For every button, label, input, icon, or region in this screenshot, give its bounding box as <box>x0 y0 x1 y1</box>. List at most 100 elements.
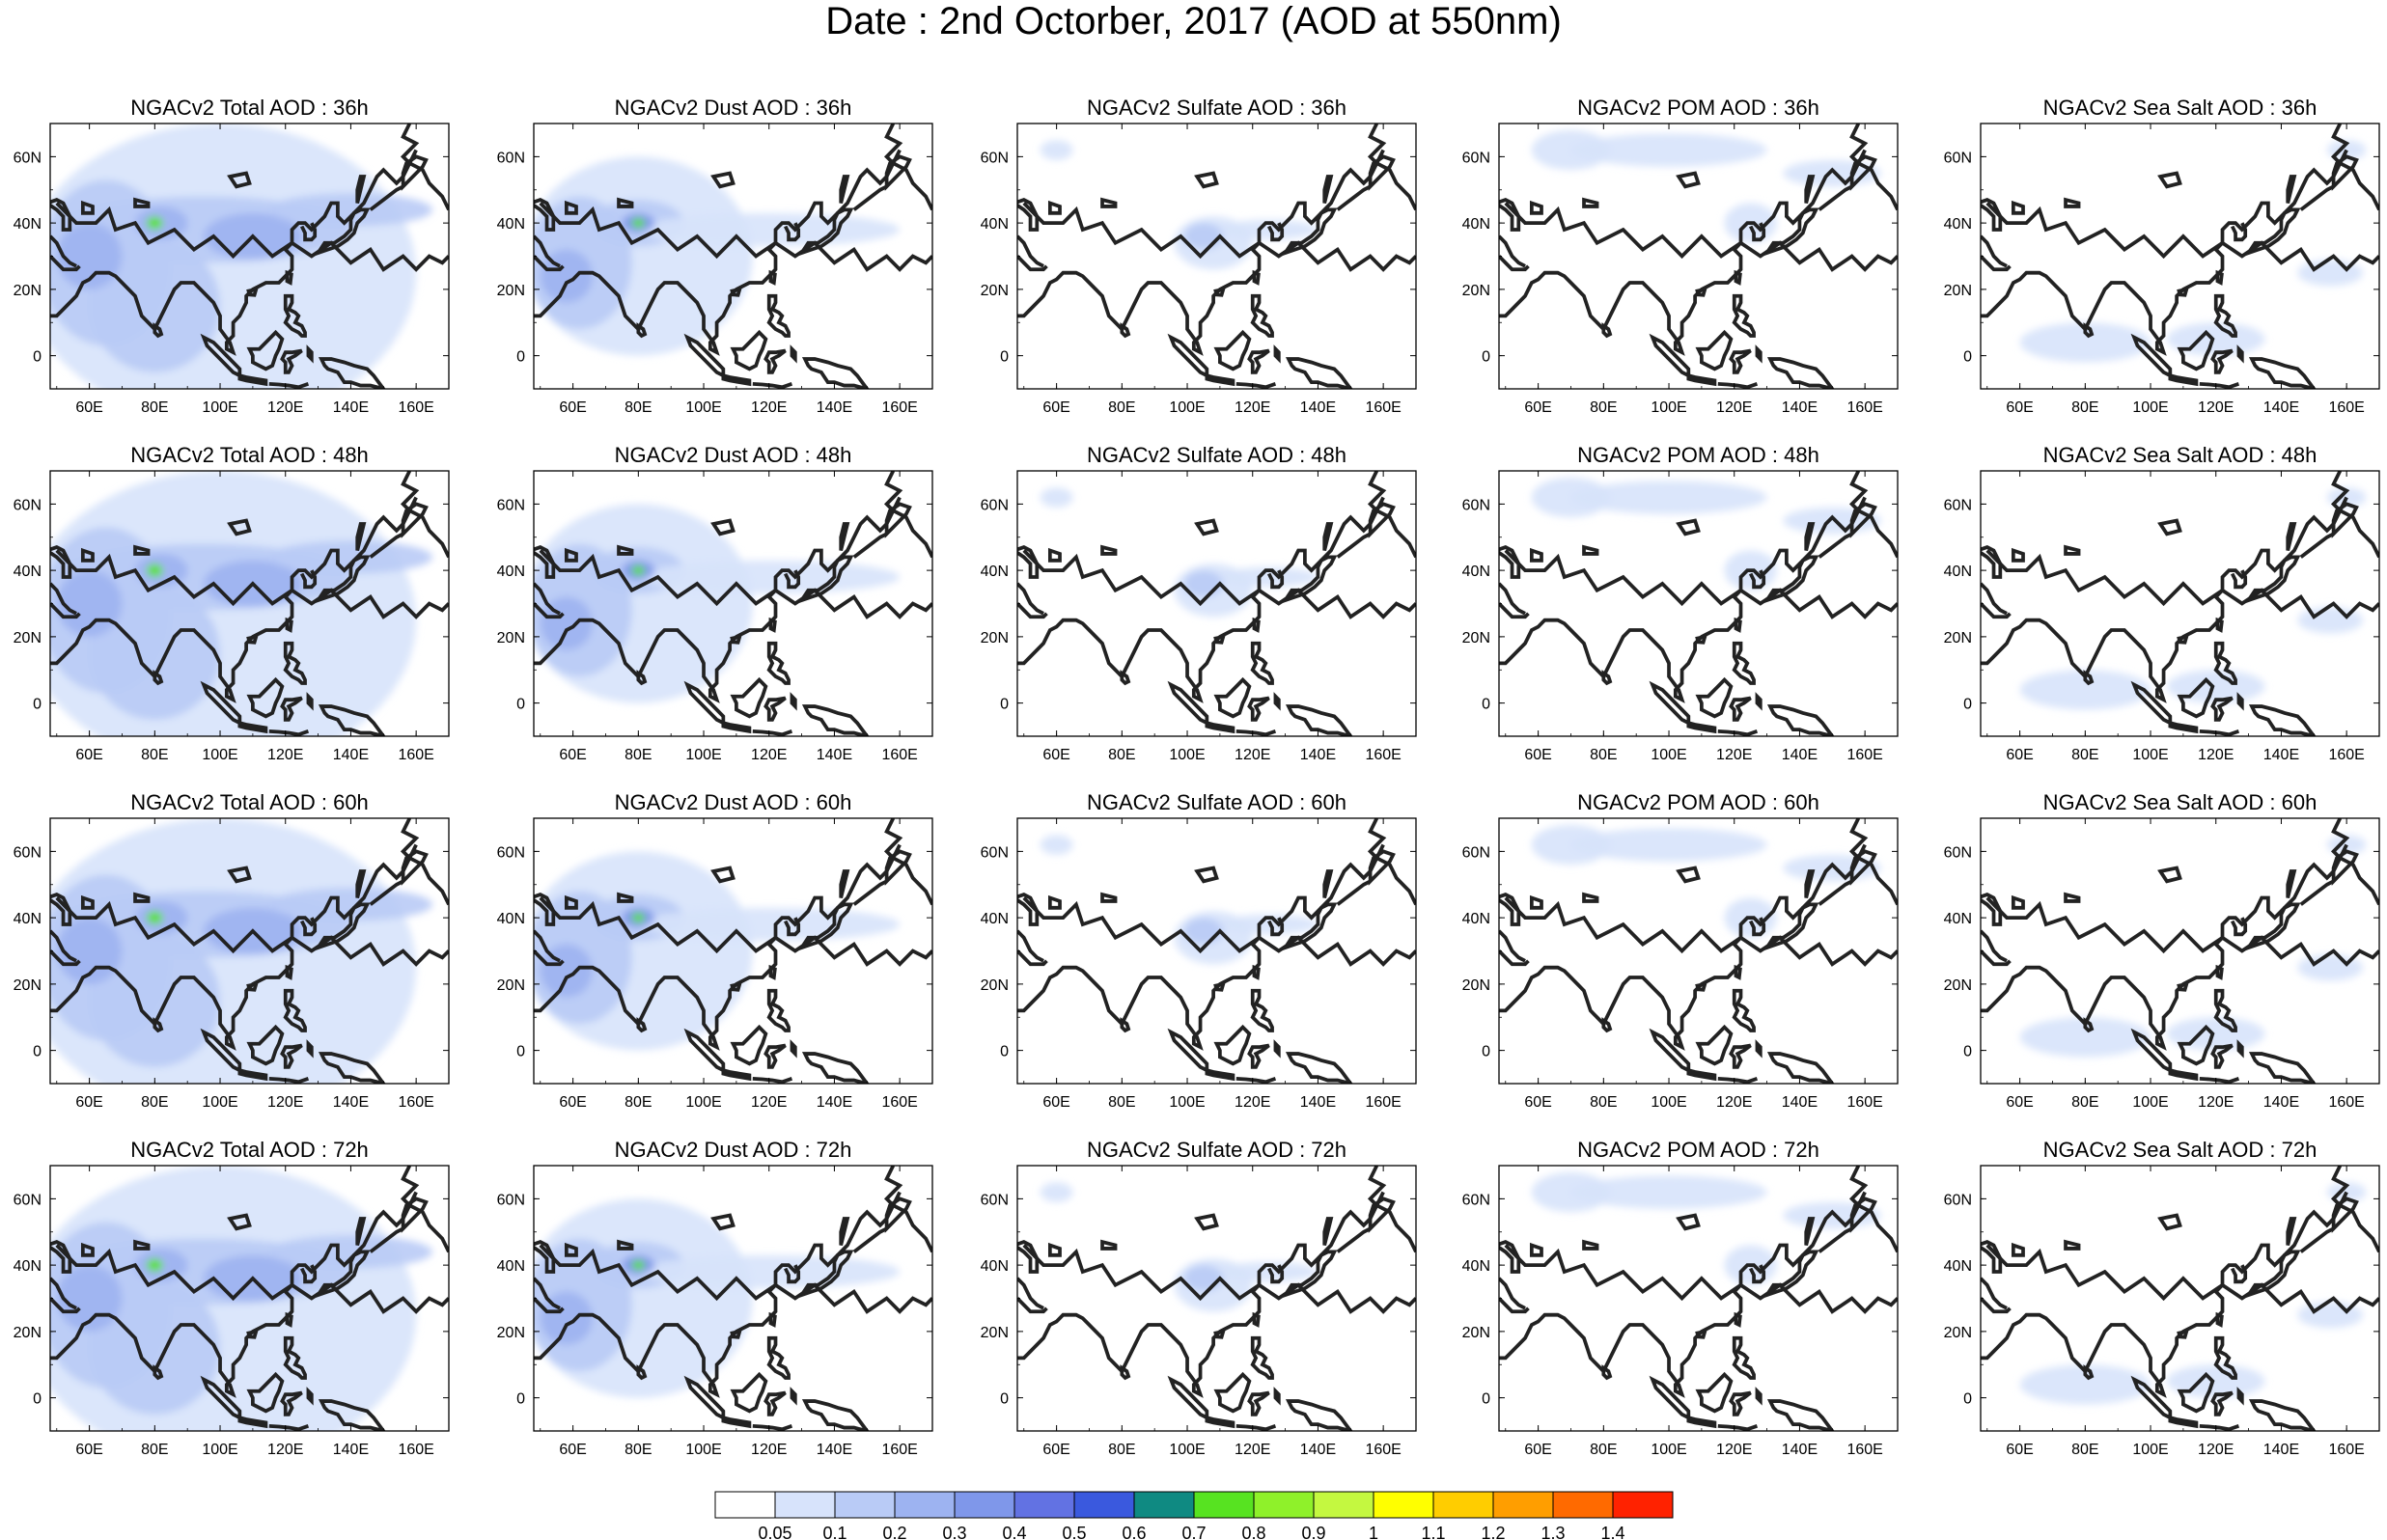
colorbar-swatch <box>1253 1491 1315 1519</box>
aod-blob <box>1570 133 1767 167</box>
map-panel: NGACv2 POM AOD : 60h 60E 80E 100E 120E 140E 16… <box>1462 790 1899 1111</box>
colorbar-label: 0.7 <box>1181 1524 1206 1540</box>
lon-tick-label: 160E <box>1846 1442 1882 1458</box>
lat-tick-label: 0 <box>33 697 42 713</box>
lat-tick-label: 60N <box>1944 497 1972 513</box>
lon-tick-label: 60E <box>2006 1094 2033 1111</box>
map-panel: NGACv2 POM AOD : 48h 60E 80E 100E 120E 140E 16… <box>1462 443 1899 763</box>
aod-field <box>50 818 449 1084</box>
lon-tick-label: 60E <box>2006 747 2033 763</box>
colorbar-swatch <box>1432 1491 1494 1519</box>
lon-tick-label: 120E <box>751 399 787 416</box>
lon-tick-label: 80E <box>2071 1094 2098 1111</box>
lon-tick-label: 160E <box>2328 1442 2364 1458</box>
panel-title: NGACv2 Sea Salt AOD : 36h <box>2043 96 2318 120</box>
lat-tick-label: 40N <box>1944 911 1972 927</box>
aod-blob <box>1570 481 1767 514</box>
colorbar-swatch <box>1492 1491 1554 1519</box>
lat-tick-label: 0 <box>1482 1391 1490 1408</box>
lat-tick-label: 60N <box>14 844 42 861</box>
aod-field <box>1499 1166 1898 1431</box>
aod-blob <box>268 888 433 921</box>
colorbar-label: 0.4 <box>1002 1524 1026 1540</box>
colorbar-swatch <box>714 1491 776 1519</box>
aod-blob <box>89 1281 221 1415</box>
lon-tick-label: 120E <box>1716 1442 1752 1458</box>
lon-tick-label: 140E <box>2263 747 2299 763</box>
lat-tick-label: 0 <box>1482 697 1490 713</box>
lon-tick-label: 60E <box>1524 747 1551 763</box>
lat-tick-label: 60N <box>981 844 1009 861</box>
panel-title: NGACv2 Dust AOD : 36h <box>615 96 852 120</box>
map-panel: NGACv2 Total AOD : 72h 60E 80E 100E 120E 140E… <box>14 1138 450 1458</box>
lon-tick-label: 100E <box>685 1094 721 1111</box>
lon-tick-label: 100E <box>2132 399 2168 416</box>
lon-tick-label: 160E <box>2328 747 2364 763</box>
lon-tick-label: 120E <box>1716 399 1752 416</box>
lat-tick-label: 60N <box>1462 150 1490 166</box>
lat-tick-label: 40N <box>1462 911 1490 927</box>
lat-tick-label: 20N <box>1462 977 1490 994</box>
panel-title: NGACv2 Dust AOD : 60h <box>615 790 852 814</box>
lon-tick-label: 140E <box>1300 1442 1336 1458</box>
colorbar-label: 1.4 <box>1600 1524 1624 1540</box>
colorbar-swatch <box>1373 1491 1434 1519</box>
lon-tick-label: 60E <box>559 1442 586 1458</box>
lon-tick-label: 80E <box>625 1442 652 1458</box>
lat-tick-label: 20N <box>497 1325 525 1341</box>
lon-tick-label: 80E <box>2071 399 2098 416</box>
lat-tick-label: 0 <box>33 1044 42 1060</box>
lon-tick-label: 100E <box>2132 747 2168 763</box>
lon-tick-label: 60E <box>2006 399 2033 416</box>
lon-tick-label: 140E <box>1782 747 1818 763</box>
panel-title: NGACv2 POM AOD : 36h <box>1577 96 1819 120</box>
panels-layer: NGACv2 Total AOD : 36h 60E 80E 100E 120E 140E… <box>14 96 2380 1458</box>
lat-tick-label: 40N <box>1944 216 1972 233</box>
lat-tick-label: 40N <box>1462 564 1490 580</box>
lon-tick-label: 160E <box>1846 1094 1882 1111</box>
aod-blob <box>631 1259 646 1271</box>
lon-tick-label: 100E <box>202 1094 237 1111</box>
aod-field <box>1017 124 1416 389</box>
lon-tick-label: 60E <box>559 1094 586 1111</box>
aod-blob <box>1040 1182 1073 1202</box>
aod-field <box>534 471 932 736</box>
colorbar-label: 0.5 <box>1062 1524 1086 1540</box>
aod-blob <box>1570 1175 1767 1209</box>
aod-blob <box>1040 140 1073 160</box>
lon-tick-label: 120E <box>1235 747 1270 763</box>
aod-blob <box>1040 487 1073 508</box>
lon-tick-label: 120E <box>2198 747 2234 763</box>
aod-blob <box>1040 835 1073 855</box>
lat-tick-label: 60N <box>1944 150 1972 166</box>
lon-tick-label: 100E <box>685 399 721 416</box>
lon-tick-label: 100E <box>1169 1094 1205 1111</box>
lon-tick-label: 60E <box>1042 1442 1069 1458</box>
lat-tick-label: 20N <box>497 977 525 994</box>
lat-tick-label: 60N <box>1462 844 1490 861</box>
lon-tick-label: 120E <box>267 747 303 763</box>
lat-tick-label: 20N <box>981 1325 1009 1341</box>
lat-tick-label: 20N <box>981 630 1009 646</box>
lat-tick-label: 20N <box>1944 630 1972 646</box>
lon-tick-label: 100E <box>2132 1094 2168 1111</box>
lon-tick-label: 80E <box>625 747 652 763</box>
lon-tick-label: 60E <box>1042 399 1069 416</box>
lat-tick-label: 60N <box>497 497 525 513</box>
panel-title: NGACv2 Sea Salt AOD : 48h <box>2043 443 2318 467</box>
lon-tick-label: 60E <box>1524 1442 1551 1458</box>
lat-tick-label: 0 <box>1963 1391 1972 1408</box>
colorbar-label: 0.6 <box>1122 1524 1146 1540</box>
lon-tick-label: 140E <box>817 399 852 416</box>
lon-tick-label: 80E <box>141 747 168 763</box>
lon-tick-label: 140E <box>1300 1094 1336 1111</box>
lat-tick-label: 40N <box>497 564 525 580</box>
panel-title: NGACv2 Sea Salt AOD : 72h <box>2043 1138 2318 1162</box>
lat-tick-label: 0 <box>1000 1044 1009 1060</box>
colorbar-label: 0.05 <box>758 1524 791 1540</box>
lat-tick-label: 60N <box>497 150 525 166</box>
panel-title: NGACv2 Sulfate AOD : 60h <box>1087 790 1346 814</box>
aod-field <box>50 471 449 736</box>
aod-blob <box>268 1235 433 1269</box>
panel-title: NGACv2 Total AOD : 72h <box>130 1138 369 1162</box>
